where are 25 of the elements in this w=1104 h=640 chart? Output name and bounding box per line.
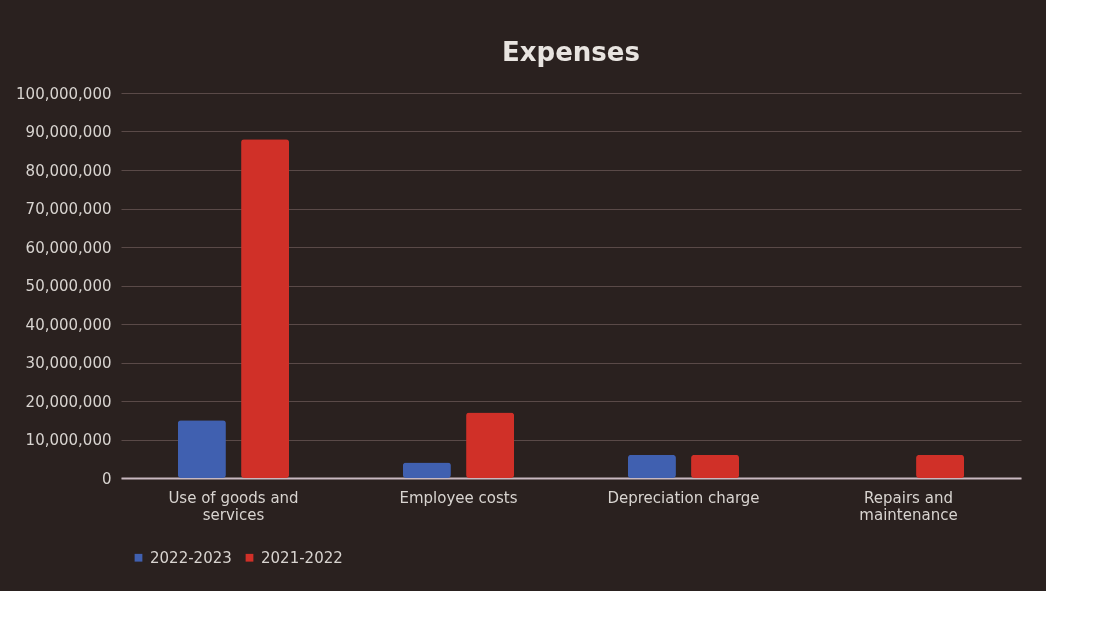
y-tick-label: 50,000,000: [25, 277, 112, 295]
y-tick-label: 40,000,000: [25, 315, 112, 334]
bar: [627, 454, 676, 478]
y-tick-label: 100,000,000: [16, 84, 112, 103]
bar: [691, 454, 740, 478]
y-tick-label: 80,000,000: [25, 161, 112, 180]
x-tick-label: Depreciation charge: [607, 488, 760, 507]
bar: [916, 454, 965, 478]
y-tick-label: 0: [101, 469, 112, 488]
legend-label: 2022-2023: [150, 548, 232, 567]
legend-label: 2021-2022: [261, 548, 343, 567]
y-tick-label: 60,000,000: [25, 238, 112, 257]
chart-title: Expenses: [502, 37, 640, 67]
x-tick-label: Repairs and maintenance: [859, 488, 958, 524]
y-tick-label: 10,000,000: [25, 431, 112, 449]
y-tick-label: 20,000,000: [25, 392, 112, 411]
x-tick-label: Use of goods and services: [168, 488, 299, 524]
bar: [402, 462, 451, 478]
y-tick-label: 30,000,000: [25, 354, 112, 372]
y-tick-label: 90,000,000: [25, 123, 112, 141]
x-tick-label: Employee costs: [399, 488, 518, 507]
bar: [241, 139, 290, 478]
bar: [466, 412, 515, 478]
y-tick-label: 70,000,000: [25, 200, 112, 218]
bar: [177, 420, 226, 478]
